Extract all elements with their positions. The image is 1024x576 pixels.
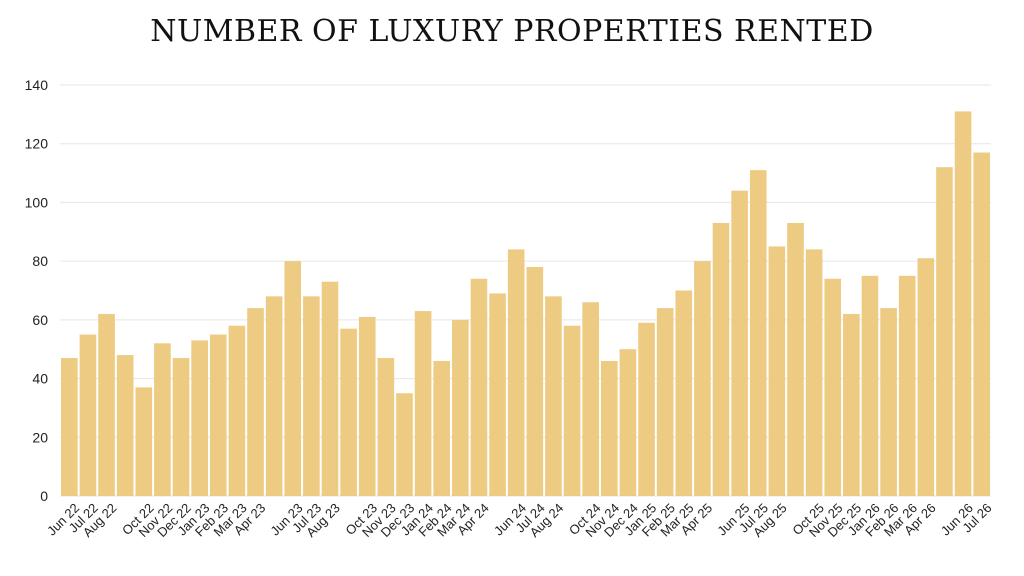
bar [880, 308, 897, 496]
y-tick-label: 100 [25, 194, 49, 210]
y-tick-label: 0 [40, 488, 48, 504]
bar [898, 275, 916, 496]
bar [712, 222, 730, 497]
y-tick-label: 120 [25, 136, 49, 152]
bar [61, 358, 78, 496]
bars [61, 111, 990, 497]
bar [154, 343, 171, 496]
y-tick-label: 40 [32, 371, 48, 387]
bar [414, 311, 432, 496]
bar [377, 358, 395, 496]
bar [694, 261, 711, 496]
y-tick-label: 20 [32, 429, 48, 445]
y-axis: 0 20 40 60 80 100 120 140 [25, 77, 49, 504]
bar [600, 360, 618, 496]
bar [433, 360, 451, 496]
bar [787, 222, 804, 497]
bar [731, 190, 748, 496]
y-tick-label: 140 [25, 77, 49, 93]
bar [79, 334, 97, 496]
bar [265, 296, 283, 496]
bar [284, 261, 302, 496]
bar [209, 334, 227, 496]
bar [843, 313, 860, 496]
bar [507, 249, 525, 496]
bar [582, 302, 599, 496]
bar [116, 355, 134, 496]
bar [228, 325, 246, 496]
bar [340, 328, 357, 496]
bar [452, 319, 469, 496]
bar [98, 313, 115, 496]
bar [805, 249, 823, 496]
bar [768, 246, 786, 496]
bar [247, 308, 264, 496]
bar [191, 340, 208, 496]
y-tick-label: 60 [32, 312, 48, 328]
bar [321, 281, 339, 496]
bar [396, 393, 413, 496]
bar [917, 258, 935, 496]
bar [973, 152, 990, 496]
chart-title: NUMBER OF LUXURY PROPERTIES RENTED [150, 14, 874, 49]
bar [675, 290, 693, 496]
bar [936, 167, 953, 496]
bar [172, 358, 190, 496]
bar [526, 267, 544, 496]
bar [358, 316, 376, 496]
bar [619, 349, 637, 496]
bar [489, 293, 506, 496]
bar [861, 275, 879, 496]
bar [563, 325, 581, 496]
y-tick-label: 80 [32, 253, 48, 269]
bar [824, 278, 842, 496]
bar [470, 278, 488, 496]
bar [749, 170, 767, 496]
bar [656, 308, 674, 496]
bar [954, 111, 972, 497]
bar [638, 322, 655, 496]
bar [303, 296, 320, 496]
bar [545, 296, 562, 496]
bar [135, 387, 153, 496]
